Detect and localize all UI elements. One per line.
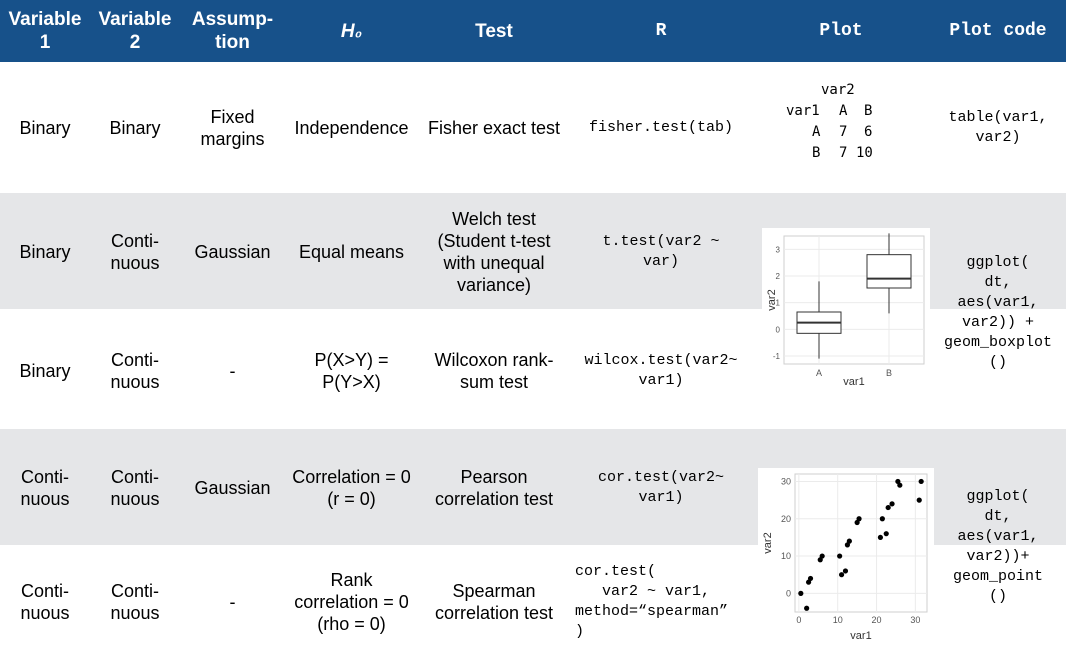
scatter-point <box>804 605 810 611</box>
table-header: Variable 1 Variable 2 Assump- tion H₀ Te… <box>0 0 1066 62</box>
row-welch-h0: Equal means <box>298 241 405 262</box>
contingency-col-var: var2 <box>821 82 855 98</box>
boxplot-panel: -1 0 1 2 3 A B var1 var2 <box>762 228 930 390</box>
boxplot-ytick-label: 0 <box>776 325 781 334</box>
scatter-point <box>856 516 862 522</box>
boxplot-ylabel: var2 <box>766 289 778 310</box>
row-spearman-h0: Rank correlation = 0 (rho = 0) <box>294 569 409 634</box>
row-welch-r: t.test(var2 ~ var) <box>602 232 720 270</box>
row-wilcoxon-r: wilcox.test(var2~ var1) <box>584 351 738 389</box>
row-separator <box>0 545 1066 548</box>
scatter-chart: 0 10 20 30 0 10 20 30 var1 var2 <box>762 473 928 642</box>
scatter-xtick-label: 30 <box>910 615 920 625</box>
row-pearson-var1: Conti- nuous <box>20 466 70 509</box>
scatter-point <box>885 504 891 511</box>
scatter-point <box>883 531 889 537</box>
header-variable-2: Variable 2 <box>98 9 172 53</box>
row-pearson-test: Pearson correlation test <box>434 466 554 509</box>
scatter-point <box>897 482 903 488</box>
boxplot-xtick-label: B <box>886 368 892 378</box>
row-wilcoxon-h0: P(X>Y) = P(Y>X) <box>314 349 389 392</box>
scatter-point <box>837 553 843 559</box>
contingency-row-label-b: B <box>812 145 821 161</box>
contingency-col-label-a: A <box>839 103 848 119</box>
header-h0: H₀ <box>340 20 363 42</box>
row-fisher-r: fisher.test(tab) <box>588 118 734 136</box>
contingency-cell-ba: 7 <box>839 145 848 161</box>
row-wilcoxon-var1: Binary <box>19 360 71 381</box>
scatter-point <box>879 516 885 522</box>
row-separator <box>0 309 1066 312</box>
row-spearman-var2: Conti- nuous <box>110 580 160 623</box>
boxplot-ytick-label: 2 <box>776 272 781 281</box>
row-pearson-r: cor.test(var2~ var1) <box>597 468 725 506</box>
boxplot-xlabel: var1 <box>843 376 864 388</box>
header-assumption: Assump- tion <box>191 9 274 53</box>
row-fisher-h0: Independence <box>294 117 409 138</box>
row-spearman-test: Spearman correlation test <box>434 580 554 623</box>
scatter-point <box>798 590 804 596</box>
boxplot-ytick-label: -1 <box>773 352 781 361</box>
header-variable-1: Variable 1 <box>8 9 82 53</box>
row-spearman-assumption: - <box>229 591 236 612</box>
scatter-point <box>916 497 922 503</box>
scatter-ytick-label: 0 <box>786 588 791 598</box>
scatter-point <box>807 575 814 582</box>
row-spearman-var1: Conti- nuous <box>20 580 70 623</box>
header-plot: Plot <box>819 20 863 41</box>
row-pearson-assumption: Gaussian <box>194 477 271 498</box>
scatter-point <box>846 538 852 544</box>
plot-code-table: table(var1, var2) <box>948 108 1048 146</box>
row-fisher-var1: Binary <box>19 117 71 138</box>
scatter-point <box>842 568 849 574</box>
boxplot-ytick-label: 3 <box>776 245 781 254</box>
row-wilcoxon-var2: Conti- nuous <box>110 349 160 392</box>
contingency-col-label-b: B <box>864 103 873 119</box>
contingency-cell-bb: 10 <box>856 145 873 161</box>
scatter-panel: 0 10 20 30 0 10 20 30 var1 var2 <box>758 468 934 645</box>
header-r: R <box>655 20 667 41</box>
header-test: Test <box>475 20 513 42</box>
scatter-ylabel: var2 <box>762 532 774 553</box>
row-welch-test: Welch test (Student t-test with unequal … <box>437 208 551 295</box>
row-wilcoxon-assumption: - <box>229 360 236 381</box>
scatter-plot-area <box>794 473 928 613</box>
plot-code-boxplot: ggplot( dt, aes(var1, var2)) + geom_boxp… <box>943 254 1053 371</box>
row-pearson-h0: Correlation = 0 (r = 0) <box>292 466 411 509</box>
scatter-xtick-label: 10 <box>833 615 843 625</box>
boxplot-xtick-label: A <box>816 368 822 378</box>
row-welch-var2: Conti- nuous <box>110 230 160 273</box>
contingency-row-var: var1 <box>786 103 820 119</box>
row-spearman-r: cor.test( var2 ~ var1, method=“spearman”… <box>575 562 729 640</box>
contingency-cell-ab: 6 <box>864 124 873 140</box>
scatter-ytick-label: 20 <box>781 514 791 524</box>
scatter-point <box>918 478 924 485</box>
scatter-xtick-label: 20 <box>872 615 882 625</box>
plot-code-point: ggplot( dt, aes(var1, var2))+ geom_point… <box>952 488 1043 605</box>
scatter-point <box>838 572 845 578</box>
header-plot-code: Plot code <box>949 20 1047 41</box>
contingency-cell-aa: 7 <box>839 124 848 140</box>
row-fisher-var2: Binary <box>109 117 161 138</box>
contingency-table-plot: var2 var1 A B A 7 6 B 7 10 <box>778 78 888 168</box>
scatter-xtick-label: 0 <box>796 615 801 625</box>
boxplot-ytick-label: 1 <box>776 299 781 308</box>
row-fisher-test: Fisher exact test <box>427 117 561 138</box>
row-welch-assumption: Gaussian <box>194 241 271 262</box>
boxplot-box <box>866 254 912 289</box>
scatter-point <box>877 534 884 541</box>
row-fisher-assumption: Fixed margins <box>200 106 265 149</box>
scatter-ytick-label: 10 <box>781 551 791 561</box>
boxplot-chart: -1 0 1 2 3 A B var1 var2 <box>766 233 925 388</box>
scatter-xlabel: var1 <box>850 630 871 642</box>
row-wilcoxon-test: Wilcoxon rank- sum test <box>434 349 554 392</box>
row-welch-var1: Binary <box>19 241 71 262</box>
row-pearson-var2: Conti- nuous <box>110 466 160 509</box>
scatter-point <box>889 501 895 507</box>
scatter-ytick-label: 30 <box>781 476 791 486</box>
scatter-point <box>819 553 825 559</box>
contingency-row-label-a: A <box>812 124 821 140</box>
